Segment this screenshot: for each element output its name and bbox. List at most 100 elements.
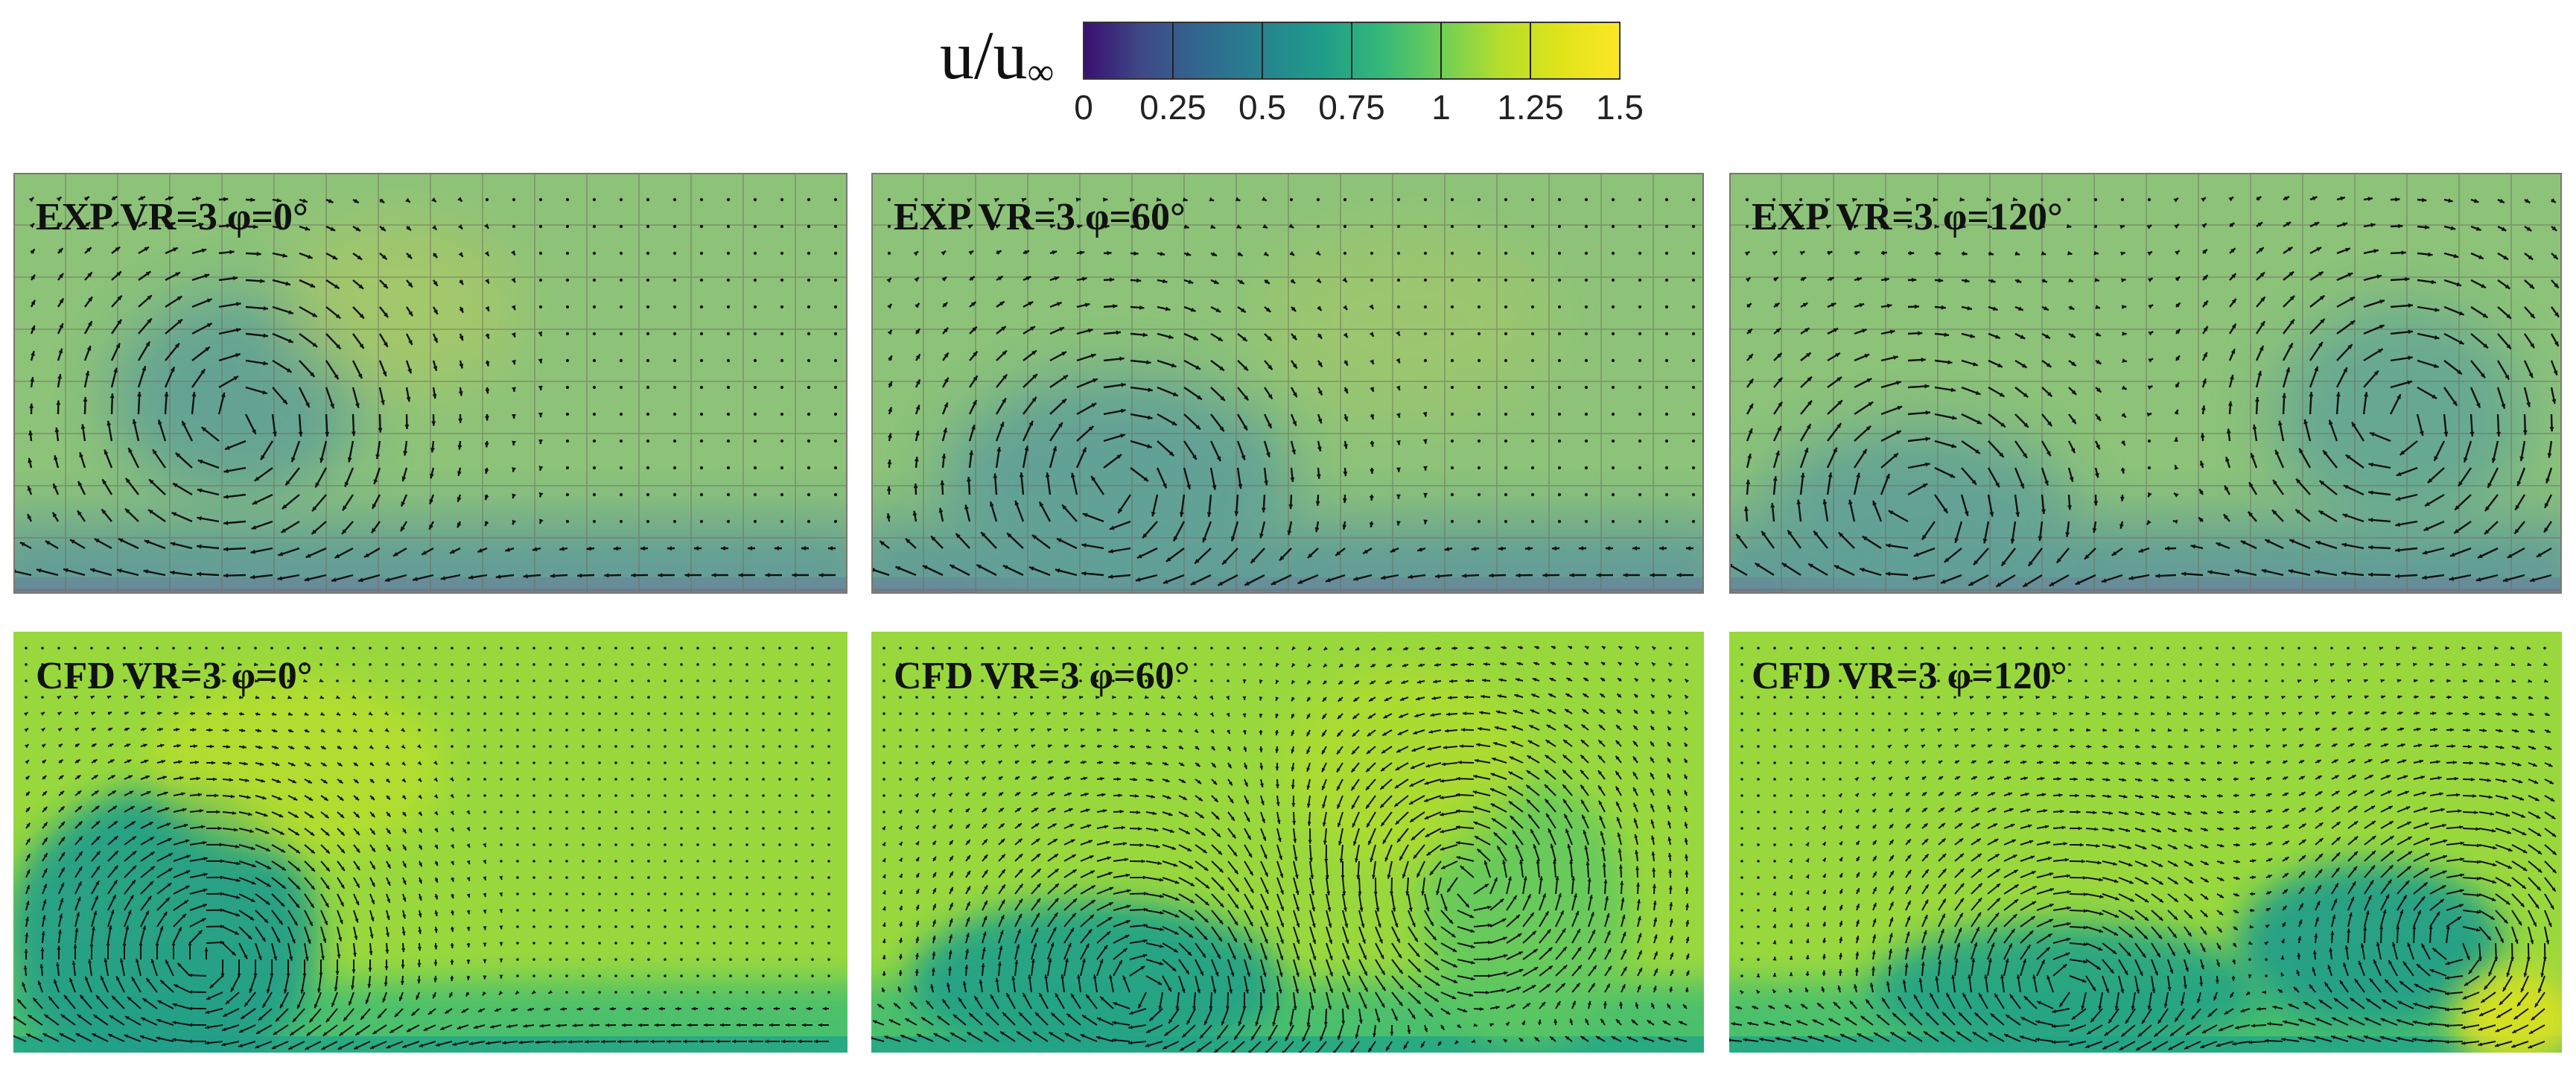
vector-arrowhead bbox=[335, 314, 341, 319]
vector-arrowhead bbox=[312, 342, 318, 347]
vector-arrowhead bbox=[1632, 546, 1637, 551]
vector-arrowhead bbox=[886, 278, 891, 283]
vector-arrowhead bbox=[1434, 663, 1439, 667]
vector-arrowhead bbox=[188, 1023, 193, 1027]
vector-arrowhead bbox=[523, 1024, 527, 1028]
vector-dot bbox=[631, 729, 634, 732]
vector-dot bbox=[699, 492, 704, 497]
vector-dot bbox=[646, 519, 650, 524]
vector-arrowhead bbox=[309, 922, 313, 926]
vector-dot bbox=[287, 647, 290, 650]
vector-arrowhead bbox=[1804, 328, 1810, 333]
vector-arrowhead bbox=[132, 865, 136, 870]
vector-dot bbox=[385, 663, 388, 666]
vector-arrowhead bbox=[1419, 647, 1424, 650]
vector-arrowhead bbox=[1464, 695, 1469, 700]
vector-arrowhead bbox=[1748, 428, 1753, 434]
vector-arrowhead bbox=[459, 308, 463, 313]
vector-arrowhead bbox=[1234, 511, 1239, 516]
vector-dot bbox=[696, 679, 699, 682]
vector-dot bbox=[780, 278, 784, 282]
vector-arrowhead bbox=[235, 328, 241, 332]
vector-dot bbox=[106, 663, 109, 666]
vector-arrowhead bbox=[223, 197, 229, 202]
vector-arrowhead bbox=[2012, 197, 2017, 202]
vector-arrowhead bbox=[1029, 712, 1034, 716]
vector-arrowhead bbox=[197, 571, 202, 577]
vector-dot bbox=[598, 729, 601, 732]
vector-dot bbox=[451, 679, 454, 682]
vector-arrowhead bbox=[359, 314, 364, 319]
vector-arrowhead bbox=[450, 944, 454, 948]
vector-arrowhead bbox=[79, 452, 83, 457]
vector-dot bbox=[948, 696, 951, 699]
vector-arrowhead bbox=[2122, 358, 2127, 363]
vector-arrowhead bbox=[182, 808, 187, 812]
vector-dot bbox=[41, 696, 44, 699]
vector-dot bbox=[807, 197, 811, 202]
vector-dot bbox=[778, 892, 781, 895]
vector-arrowhead bbox=[1854, 250, 1860, 256]
vector-dot bbox=[696, 663, 699, 666]
vector-dot bbox=[631, 827, 634, 830]
vector-dot bbox=[647, 794, 650, 797]
vector-arrowhead bbox=[1778, 377, 1783, 383]
vector-dot bbox=[1557, 251, 1562, 256]
vector-arrowhead bbox=[457, 1026, 462, 1030]
vector-arrowhead bbox=[1243, 425, 1247, 431]
vector-dot bbox=[646, 251, 650, 256]
vector-dot bbox=[726, 305, 731, 309]
vector-arrowhead bbox=[1316, 474, 1321, 479]
vector-dot bbox=[582, 679, 585, 682]
vector-arrowhead bbox=[428, 1010, 433, 1015]
vector-arrowhead bbox=[1999, 452, 2004, 457]
vector-arrowhead bbox=[1468, 646, 1472, 650]
vector-arrowhead bbox=[61, 852, 65, 857]
vector-arrowhead bbox=[1531, 694, 1536, 698]
vector-dot bbox=[762, 958, 765, 961]
vector-arrowhead bbox=[1498, 546, 1504, 551]
vector-arrowhead bbox=[1342, 277, 1347, 282]
vector-arrowhead bbox=[495, 574, 501, 580]
vector-arrowhead bbox=[1235, 197, 1241, 201]
vector-dot bbox=[795, 663, 798, 666]
vector-arrowhead bbox=[182, 913, 186, 919]
vector-arrowhead bbox=[128, 448, 133, 453]
vector-arrowhead bbox=[1497, 694, 1502, 698]
vector-dot bbox=[549, 974, 552, 977]
vector-arrowhead bbox=[25, 933, 29, 937]
vector-arrowhead bbox=[2017, 306, 2023, 311]
vector-arrowhead bbox=[2286, 222, 2292, 226]
vector-dot bbox=[745, 696, 748, 699]
vector-dot bbox=[74, 647, 77, 650]
vector-arrowhead bbox=[335, 695, 340, 699]
vector-arrowhead bbox=[355, 226, 360, 232]
vector-dot bbox=[672, 332, 677, 336]
vector-dot bbox=[664, 892, 667, 895]
vector-arrowhead bbox=[394, 1012, 399, 1018]
vector-dot bbox=[1477, 197, 1481, 202]
vector-dot bbox=[827, 663, 830, 666]
vector-arrowhead bbox=[1423, 519, 1428, 524]
vector-arrowhead bbox=[359, 343, 364, 349]
flow-region bbox=[1759, 426, 2072, 590]
vector-arrowhead bbox=[2040, 223, 2045, 229]
vector-dot bbox=[882, 696, 885, 699]
vector-arrowhead bbox=[2319, 295, 2325, 300]
vector-dot bbox=[516, 876, 519, 879]
vector-arrowhead bbox=[1651, 694, 1656, 699]
vector-dot bbox=[680, 679, 683, 682]
vector-dot bbox=[762, 729, 765, 732]
vector-dot bbox=[565, 827, 568, 830]
vector-arrowhead bbox=[26, 822, 31, 828]
vector-arrowhead bbox=[466, 976, 471, 980]
vector-arrowhead bbox=[124, 695, 128, 700]
vector-arrowhead bbox=[227, 761, 232, 766]
vector-dot bbox=[631, 974, 634, 977]
vector-arrowhead bbox=[358, 577, 363, 583]
vector-arrowhead bbox=[1551, 646, 1556, 650]
vector-arrowhead bbox=[1422, 466, 1428, 471]
vector-arrowhead bbox=[1291, 679, 1296, 685]
vector-arrowhead bbox=[256, 711, 261, 716]
vector-arrowhead bbox=[220, 859, 224, 863]
